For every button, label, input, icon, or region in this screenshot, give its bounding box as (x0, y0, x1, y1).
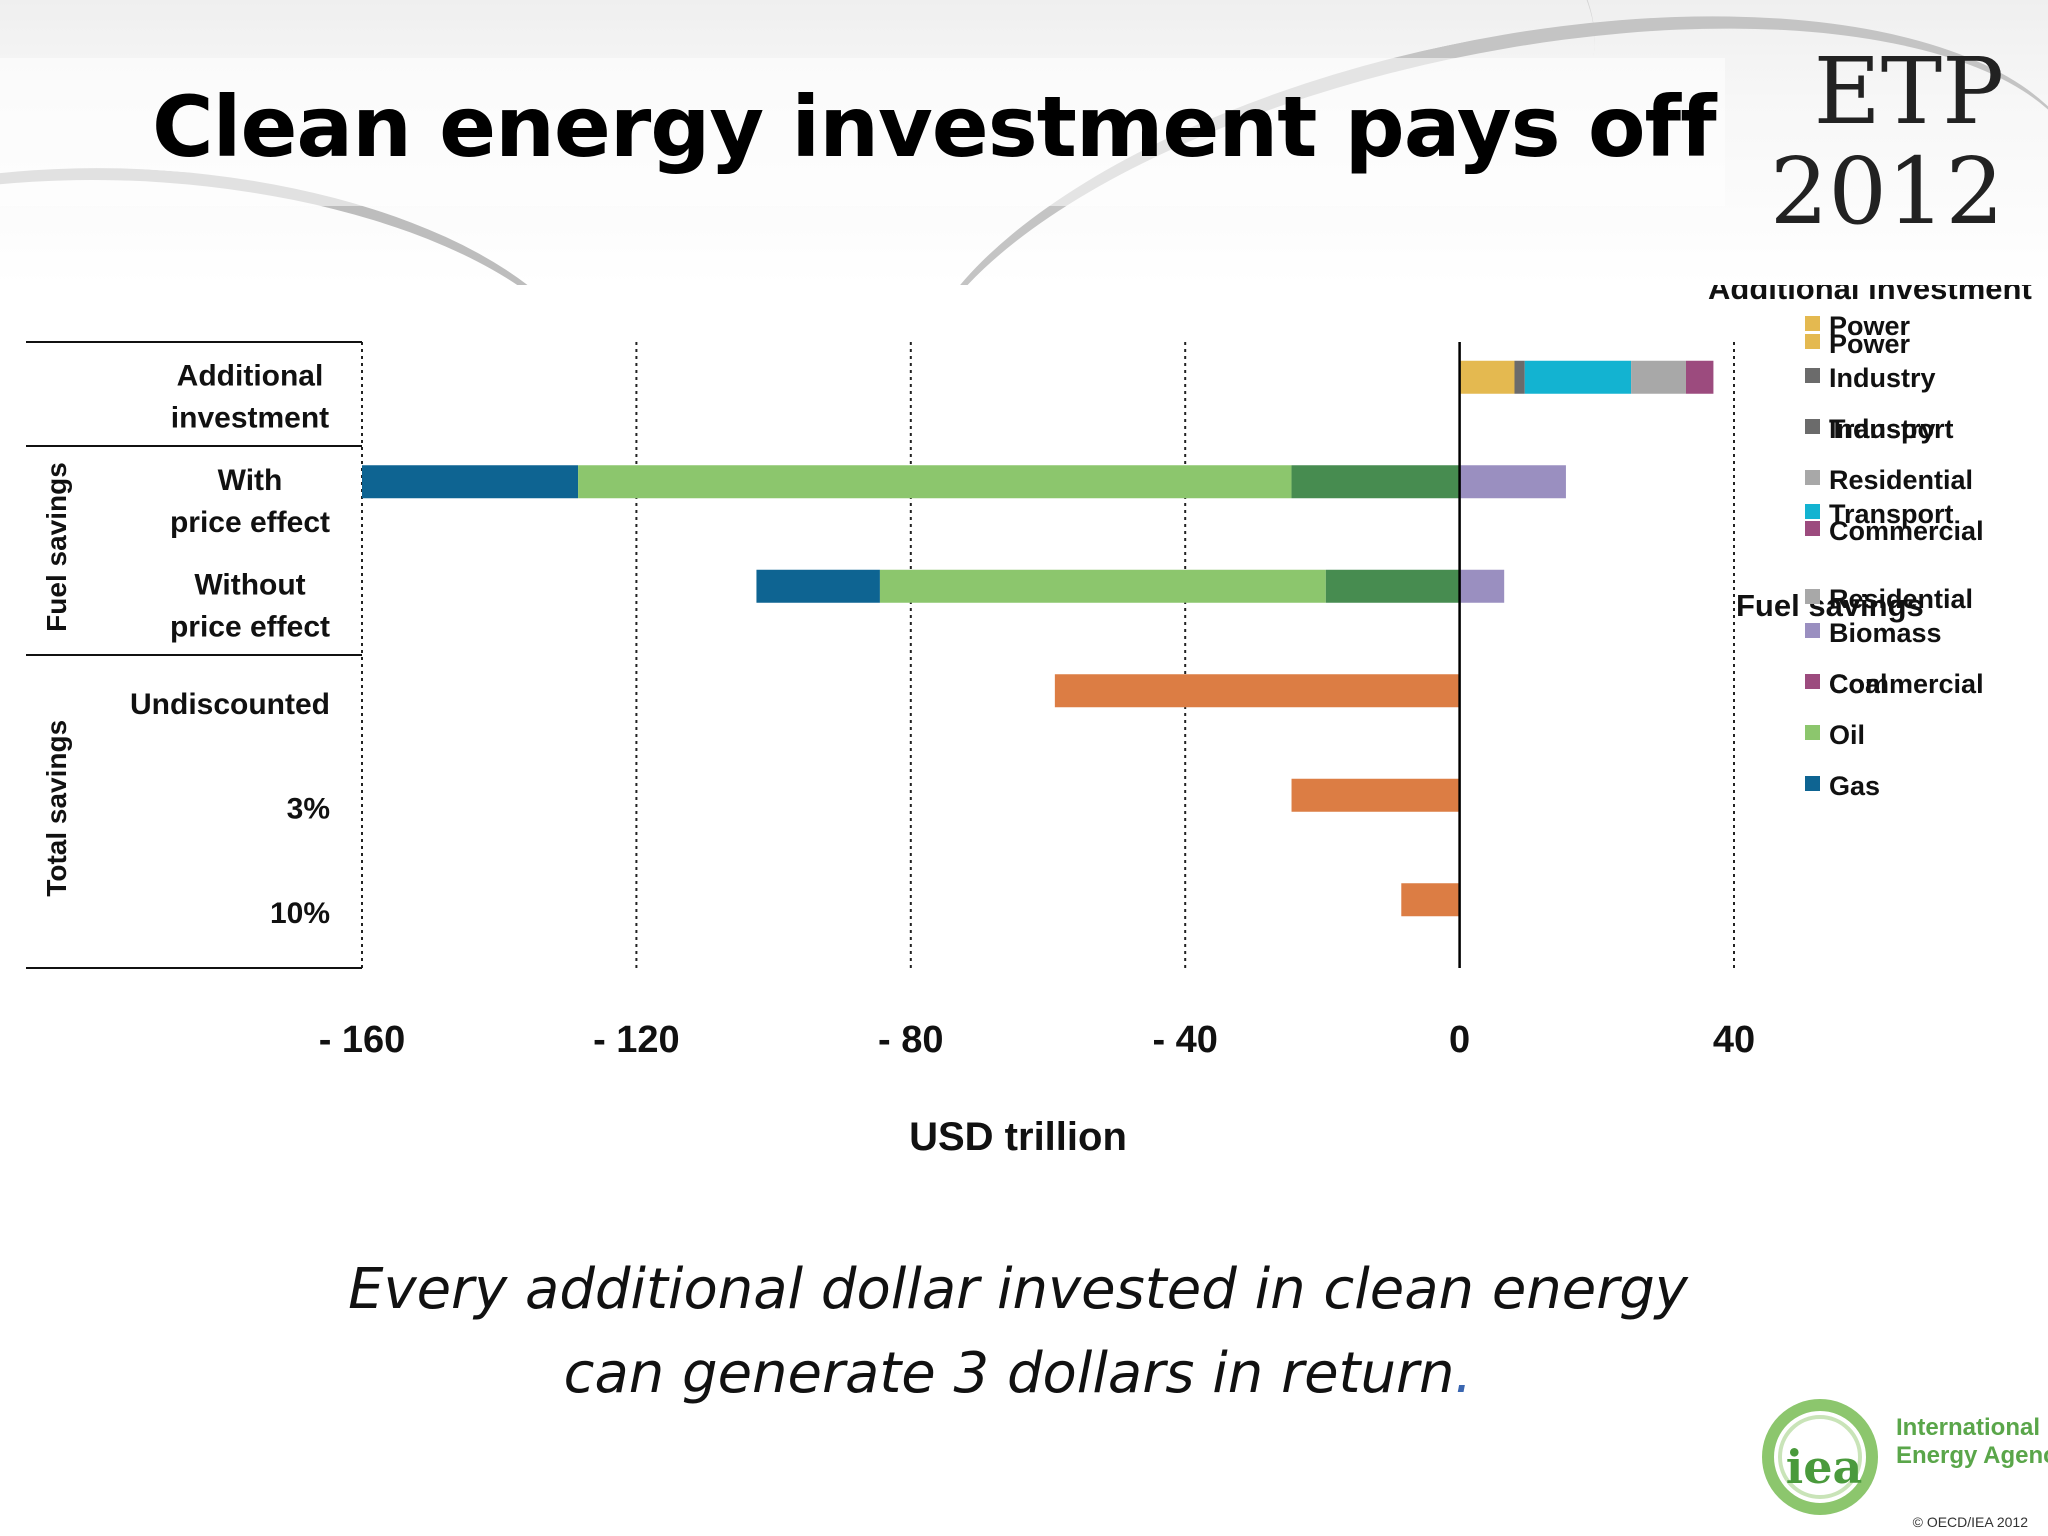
bar-segment-residential (1631, 360, 1686, 394)
etp-badge: ETP 2012 (1770, 42, 2004, 242)
iea-logo: iea International Energy Agency (1762, 1399, 2048, 1515)
legend-label: Oil (1829, 720, 1865, 750)
row-label: Without (194, 568, 305, 601)
row-label: With (218, 464, 283, 497)
bar-segment-gas (756, 569, 880, 603)
bar-segment-industry (1514, 360, 1525, 394)
legend-label: Transport (1829, 499, 1954, 529)
legend-label: Residential (1829, 465, 1973, 495)
bar-segment-coal (1291, 465, 1460, 499)
x-tick-label: 40 (1713, 1019, 1755, 1061)
legend-label: Industry (1829, 414, 1936, 444)
row-group-label: Fuel savings (41, 462, 72, 632)
legend-swatch (1805, 521, 1820, 536)
caption-line1: Every additional dollar invested in clea… (348, 1257, 1688, 1322)
x-tick-label: - 120 (593, 1019, 680, 1061)
legend-label: Commercial (1829, 669, 1984, 699)
legend-label: Transport (1829, 414, 1954, 444)
legend-label: Coal (1829, 669, 1888, 699)
bar-segment-coal (1325, 569, 1460, 603)
page-title: Clean energy investment pays off (152, 78, 1717, 176)
iea-logo-ring-inner (1778, 1415, 1862, 1499)
x-axis-label: USD trillion (909, 1115, 1127, 1159)
row-label-frame (26, 341, 362, 969)
legend-label: Power (1829, 329, 1911, 359)
legend-swatch (1805, 725, 1820, 740)
investment-savings-chart: Additional investment With price effect With… (26, 285, 2032, 1159)
iea-name-line2: Energy Agency (1896, 1442, 2048, 1469)
gridlines (361, 342, 1735, 968)
legend: Additional investment Fuel savings PowerPo… (1708, 285, 2032, 801)
iea-logo-text: iea (1786, 1440, 1863, 1494)
legend-swatch (1805, 470, 1820, 485)
bar-segment-biomass (1459, 465, 1566, 499)
iea-name-line1: International (1896, 1414, 2040, 1441)
row-label: 10% (270, 897, 330, 930)
legend-label: Power (1829, 311, 1911, 341)
legend-swatch (1805, 368, 1820, 383)
x-tick-label: - 80 (878, 1019, 943, 1061)
row-group-label: Total savings (41, 720, 72, 897)
bar-segment-biomass (1459, 569, 1505, 603)
legend-swatch (1805, 334, 1820, 349)
bar-segment-oil (879, 569, 1326, 603)
legend-label: Industry (1829, 363, 1936, 393)
row-label: Additional (177, 359, 324, 392)
row-label: 3% (287, 792, 330, 825)
caption-line2: can generate 3 dollars in return (563, 1341, 1455, 1406)
x-tick-label: - 40 (1152, 1019, 1217, 1061)
legend-swatch (1805, 419, 1820, 434)
header-banner: Clean energy investment pays off ETP 201… (0, 0, 2048, 285)
bar-segment-total-savings (1291, 778, 1460, 812)
copyright: © OECD/IEA 2012 (1912, 1514, 2028, 1530)
etp-badge-line2: 2012 (1769, 138, 2004, 245)
legend-heading: Additional investment (1708, 285, 2032, 306)
bar-segment-power (1459, 360, 1515, 394)
bars (362, 360, 1714, 917)
legend-swatch (1805, 776, 1820, 791)
legend-swatch (1805, 504, 1820, 519)
row-label: price effect (170, 610, 330, 643)
title-strip (0, 58, 1725, 206)
bar-segment-gas (362, 465, 579, 499)
bar-segment-total-savings (1054, 674, 1460, 708)
legend-label: Commercial (1829, 516, 1984, 546)
row-group-labels: Fuel savings Total savings (41, 462, 72, 896)
caption-period: . (1454, 1341, 1473, 1406)
bar-segment-total-savings (1401, 883, 1460, 917)
legend-heading: Fuel savings (1736, 588, 1924, 623)
x-tick-label: 0 (1449, 1019, 1470, 1061)
legend-swatch (1805, 674, 1820, 689)
bar-segment-transport (1524, 360, 1632, 394)
x-tick-label: - 160 (319, 1019, 406, 1061)
legend-swatch (1805, 316, 1820, 331)
row-label: investment (171, 401, 329, 434)
caption-line2-wrapper: can generate 3 dollars in return. (0, 1332, 2036, 1416)
etp-badge-line1: ETP (1813, 38, 2004, 145)
row-label: Undiscounted (130, 688, 330, 721)
legend-swatch (1805, 623, 1820, 638)
row-label: price effect (170, 506, 330, 539)
iea-logo-ring (1762, 1399, 1878, 1515)
x-tick-labels: - 160 - 120 - 80 - 40 0 40 (319, 1019, 1755, 1061)
bar-segment-oil (578, 465, 1292, 499)
caption: Every additional dollar invested in clea… (0, 1248, 2036, 1416)
bar-segment-commercial (1685, 360, 1714, 394)
legend-label: Gas (1829, 771, 1880, 801)
legend-swatch (1805, 589, 1820, 604)
legend-label: Residential (1829, 584, 1973, 614)
legend-label: Biomass (1829, 618, 1942, 648)
row-labels: Additional investment With price effect With… (130, 359, 330, 930)
